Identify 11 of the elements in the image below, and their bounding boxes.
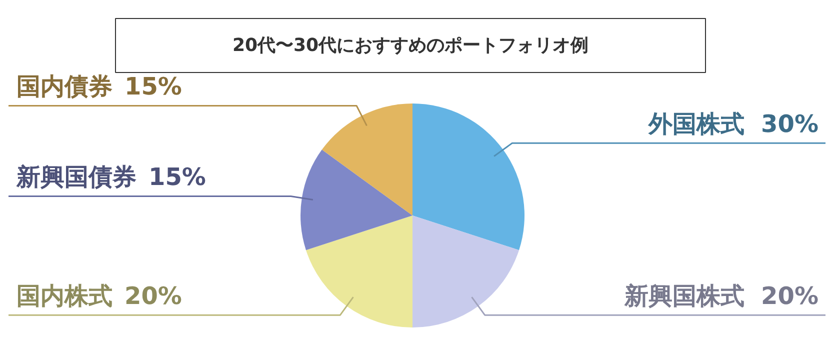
- data-label: 20%: [124, 282, 182, 310]
- data-label: 30%: [761, 110, 819, 138]
- chart-title: 20代〜30代におすすめのポートフォリオ例: [232, 35, 589, 56]
- data-label: 15%: [124, 72, 182, 101]
- slice-label: 新興国株式: [624, 282, 744, 310]
- slice-label: 国内債券: [16, 72, 112, 101]
- data-label: 20%: [761, 282, 819, 310]
- slice-label: 新興国債券: [16, 163, 136, 192]
- data-label: 15%: [148, 163, 206, 192]
- slice-label: 外国株式: [648, 110, 744, 138]
- slice-label: 国内株式: [16, 282, 112, 310]
